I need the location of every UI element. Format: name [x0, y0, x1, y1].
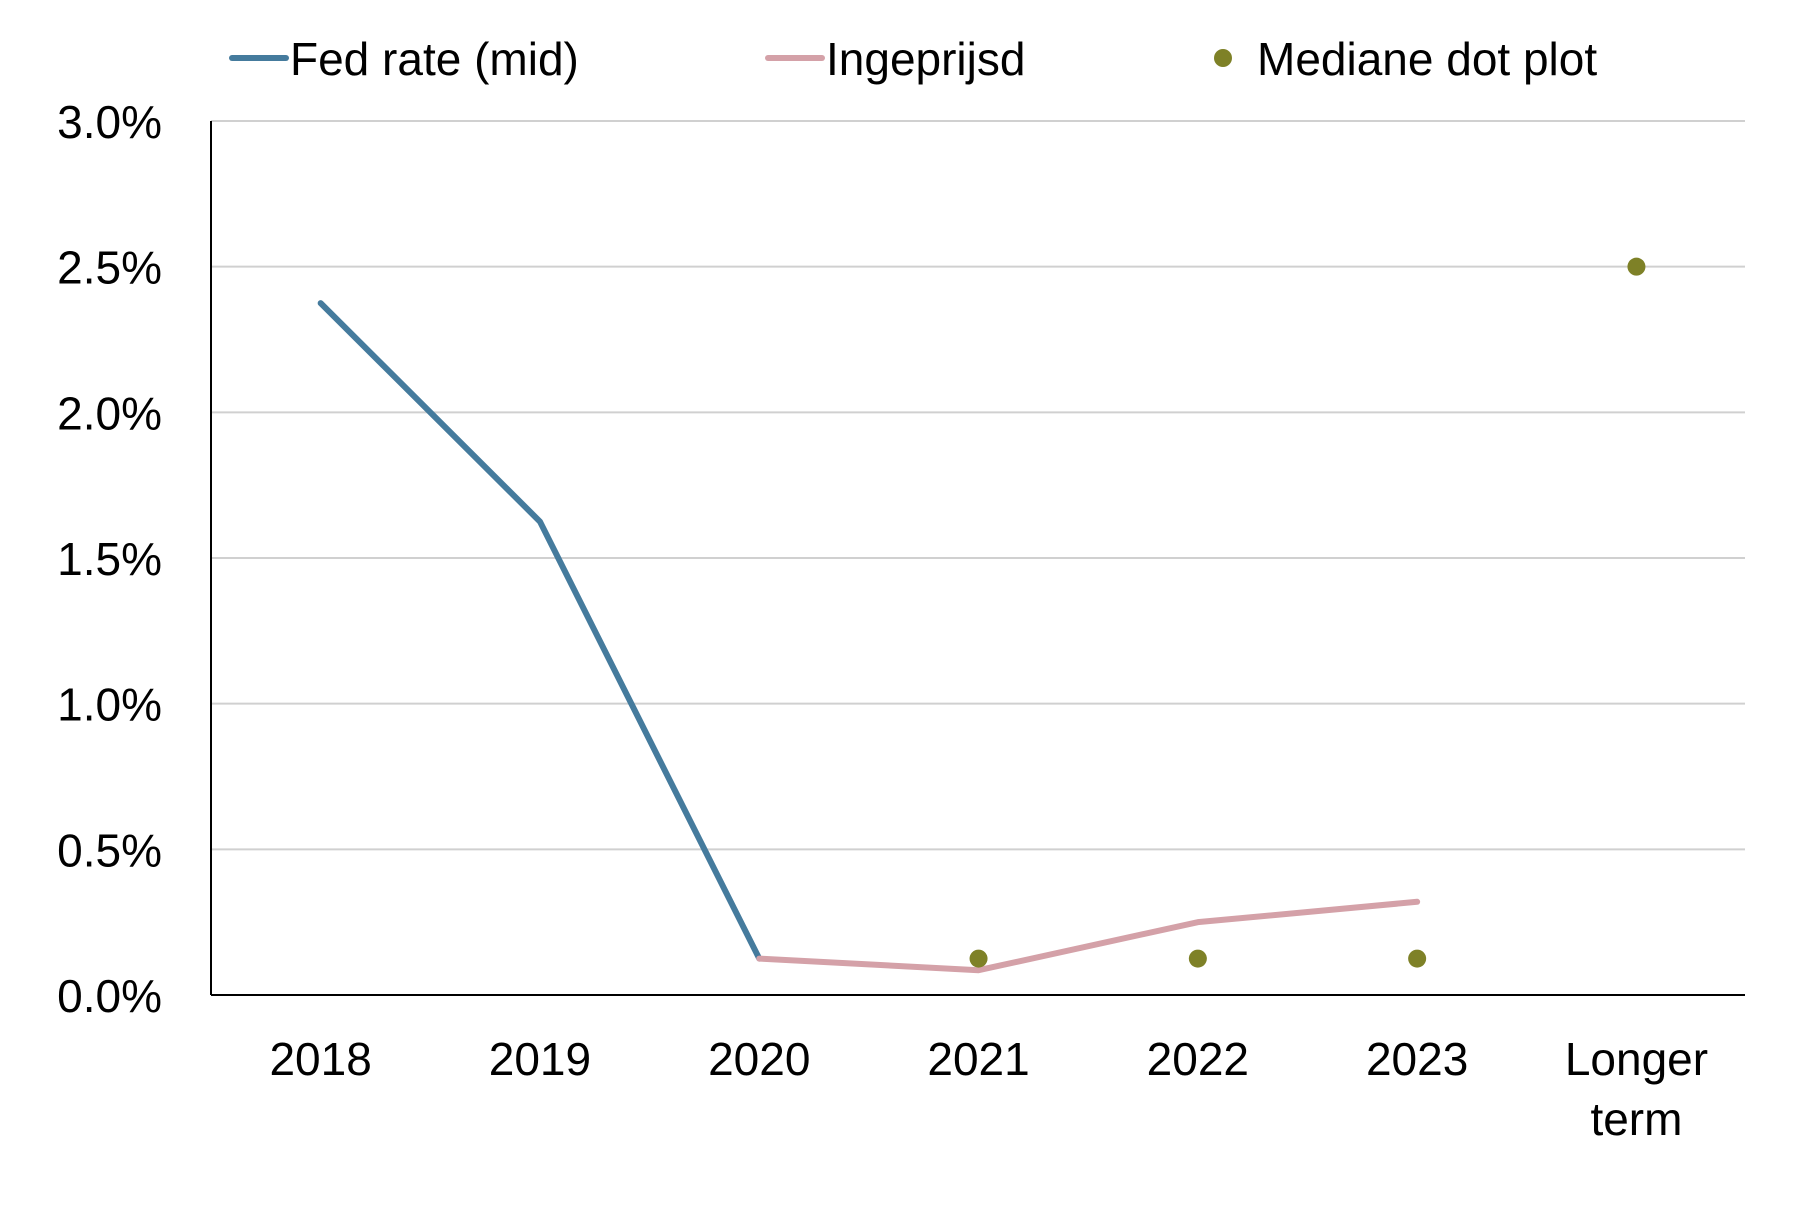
x-tick-label: 2022: [1147, 1033, 1249, 1085]
x-tick-label-line: 2022: [1147, 1033, 1249, 1085]
data-point: [969, 949, 988, 968]
legend-label: Fed rate (mid): [290, 33, 579, 85]
series-line: [756, 898, 1421, 974]
y-tick-label: 0.5%: [57, 824, 162, 876]
series-line: [317, 300, 763, 962]
x-tick-label-line: 2021: [927, 1033, 1029, 1085]
legend-label: Mediane dot plot: [1257, 33, 1597, 85]
x-tick-label-line: term: [1590, 1093, 1682, 1145]
x-tick-label: 2018: [269, 1033, 371, 1085]
gridlines: [211, 120, 1745, 851]
y-tick-label: 2.0%: [57, 387, 162, 439]
legend: Fed rate (mid) Ingeprijsd Mediane dot plot: [229, 33, 1597, 85]
x-tick-label: 2021: [927, 1033, 1029, 1085]
y-tick-label: 0.0%: [57, 970, 162, 1022]
x-tick-labels: 2018 2019 2020 2021 2022 2023 Longer term: [269, 1033, 1708, 1145]
data-point: [1627, 257, 1646, 276]
legend-swatch-dot: [1214, 49, 1232, 67]
x-tick-label: 2023: [1366, 1033, 1468, 1085]
x-tick-label-line: 2020: [708, 1033, 810, 1085]
axes: [210, 121, 1745, 996]
x-tick-label-line: Longer: [1565, 1033, 1708, 1085]
x-tick-label-line: 2018: [269, 1033, 371, 1085]
y-tick-label: 2.5%: [57, 242, 162, 294]
legend-label: Ingeprijsd: [826, 33, 1025, 85]
y-tick-label: 3.0%: [57, 96, 162, 148]
y-tick-label: 1.0%: [57, 679, 162, 731]
y-tick-label: 1.5%: [57, 533, 162, 585]
y-tick-labels: 0.0% 0.5% 1.0% 1.5% 2.0% 2.5% 3.0%: [57, 96, 162, 1022]
series: [317, 257, 1646, 974]
x-tick-label: Longer term: [1565, 1033, 1708, 1145]
x-tick-label-line: 2019: [489, 1033, 591, 1085]
data-point: [1188, 949, 1207, 968]
x-tick-label-line: 2023: [1366, 1033, 1468, 1085]
x-tick-label: 2020: [708, 1033, 810, 1085]
data-point: [1408, 949, 1427, 968]
x-tick-label: 2019: [489, 1033, 591, 1085]
